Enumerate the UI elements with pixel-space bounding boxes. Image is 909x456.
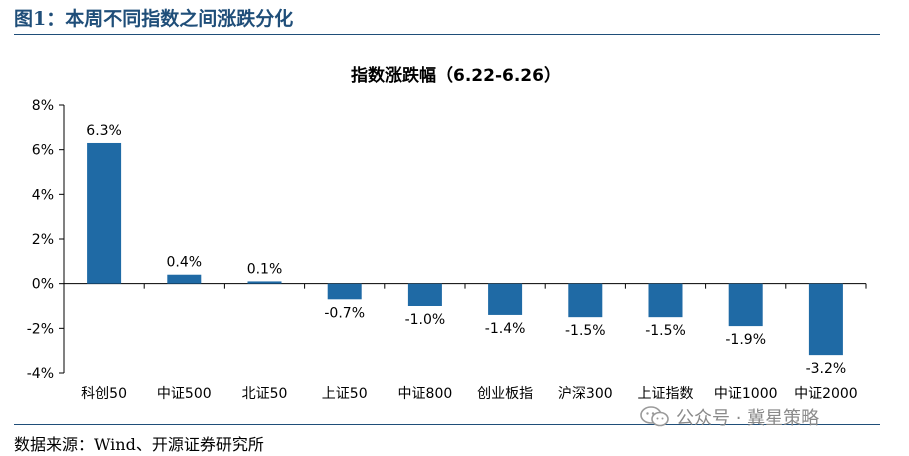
data-label: -1.5%: [565, 323, 606, 339]
data-label: -1.9%: [725, 332, 766, 348]
title-rule: [14, 34, 880, 35]
data-label: -1.0%: [405, 312, 446, 328]
x-tick-label: 北证50: [242, 386, 288, 402]
bar: [87, 142, 122, 284]
data-label: -1.5%: [645, 323, 686, 339]
bar: [407, 283, 442, 306]
y-tick-label: 4%: [32, 187, 54, 203]
bar: [327, 283, 362, 300]
data-label: -0.7%: [324, 305, 365, 321]
bar: [167, 274, 202, 284]
bar: [728, 283, 763, 327]
bar: [648, 283, 683, 318]
x-tick-label: 中证1000: [714, 386, 778, 402]
x-tick-label: 中证500: [157, 386, 212, 402]
data-label: 0.4%: [167, 255, 203, 271]
x-tick-label: 沪深300: [558, 386, 613, 402]
source-rule: [14, 424, 880, 425]
chart-title: 指数涨跌幅（6.22-6.26）: [351, 65, 561, 86]
source-note: 数据来源：Wind、开源证券研究所: [14, 435, 264, 454]
bar: [568, 283, 603, 318]
y-tick-label: 8%: [32, 98, 54, 114]
x-tick-label: 中证800: [398, 386, 453, 402]
y-tick-label: -4%: [27, 366, 54, 382]
x-tick-label: 上证50: [322, 386, 368, 402]
watermark: 公众号 · 冀星策略: [640, 404, 819, 430]
y-tick-label: 6%: [32, 143, 54, 159]
data-label: 0.1%: [247, 261, 283, 277]
wechat-icon: [640, 406, 670, 428]
y-tick-label: -2%: [27, 321, 54, 337]
data-label: -1.4%: [485, 321, 526, 337]
bar: [247, 281, 282, 284]
y-tick-label: 0%: [32, 277, 54, 293]
x-tick-label: 中证2000: [794, 386, 858, 402]
x-tick-label: 上证指数: [638, 386, 694, 402]
bar: [488, 283, 523, 315]
y-tick-label: 2%: [32, 232, 54, 248]
x-tick-label: 科创50: [81, 386, 127, 402]
data-label: -3.2%: [806, 361, 847, 377]
bar: [808, 283, 843, 356]
watermark-text: 公众号 · 冀星策略: [676, 408, 820, 429]
data-label: 6.3%: [86, 123, 122, 139]
figure-title: 图1：本周不同指数之间涨跌分化: [14, 8, 294, 30]
x-tick-label: 创业板指: [477, 386, 533, 402]
